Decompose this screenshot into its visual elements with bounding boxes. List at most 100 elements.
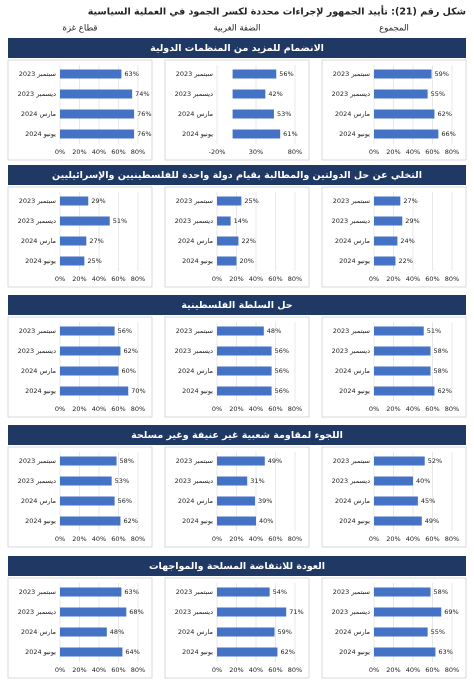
bar [374,346,431,356]
value-label: 64% [125,648,139,656]
value-label: 70% [131,387,145,395]
bar [60,109,135,119]
value-label: 58% [434,367,448,375]
category-label: ديسمبر 2023 [175,477,214,485]
x-tick-label: 40% [92,666,106,674]
value-label: 22% [398,257,412,265]
bar [232,69,277,79]
bar [374,69,432,79]
category-label: سبتمبر 2023 [176,588,213,596]
value-label: 58% [434,347,448,355]
value-label: 66% [441,130,455,138]
x-tick-label: 20% [229,666,243,674]
section-heading: التخلي عن حل الدولتين والمطالبة بقيام دو… [52,170,422,181]
x-tick-label: 60% [268,275,282,283]
x-tick-label: 20% [386,148,400,156]
category-label: مارس 2024 [178,110,213,118]
value-label: 29% [405,217,419,225]
value-label: 39% [258,497,272,505]
x-tick-label: 60% [425,275,439,283]
x-tick-label: 40% [92,148,106,156]
x-tick-label: 40% [406,405,420,413]
x-tick-label: 80% [445,275,459,283]
x-tick-label: 20% [386,666,400,674]
category-label: يونيو 2024 [339,387,370,395]
bar [217,627,275,637]
value-label: 54% [273,588,287,596]
category-label: يونيو 2024 [182,130,213,138]
x-tick-label: 40% [249,275,263,283]
category-label: مارس 2024 [335,628,370,636]
x-tick-label: 20% [72,405,86,413]
bar [60,236,87,246]
bar [60,456,117,466]
x-tick-label: 0% [369,666,379,674]
x-tick-label: 80% [131,666,145,674]
category-label: يونيو 2024 [25,257,56,265]
x-tick-label: 40% [406,148,420,156]
value-label: 71% [289,608,303,616]
category-label: سبتمبر 2023 [333,588,370,596]
bar [374,607,442,617]
value-label: 42% [268,90,282,98]
category-label: سبتمبر 2023 [19,327,56,335]
category-label: سبتمبر 2023 [333,70,370,78]
bar [60,607,127,617]
x-tick-label: 80% [445,405,459,413]
value-label: 56% [118,327,132,335]
value-label: 58% [120,457,134,465]
column-header: الضفة الغربية [213,24,260,34]
bar [217,256,237,266]
section-header [8,295,466,315]
value-label: 52% [428,457,442,465]
column-header: المجموع [379,24,409,34]
bar [60,496,115,506]
bar [60,647,123,657]
bar [374,89,428,99]
section-heading: حل السلطة الفلسطينية [181,300,292,311]
category-label: سبتمبر 2023 [333,457,370,465]
value-label: 55% [431,90,445,98]
section-header [8,38,466,58]
category-label: مارس 2024 [335,367,370,375]
bar [217,236,239,246]
bar [374,386,435,396]
value-label: 62% [123,347,137,355]
bar [217,647,278,657]
value-label: 55% [431,628,445,636]
category-label: سبتمبر 2023 [333,197,370,205]
category-label: ديسمبر 2023 [18,608,57,616]
value-label: 56% [275,387,289,395]
value-label: 49% [268,457,282,465]
x-tick-label: 80% [131,405,145,413]
category-label: ديسمبر 2023 [332,90,371,98]
x-tick-label: 40% [92,535,106,543]
x-tick-label: 40% [92,275,106,283]
value-label: 27% [403,197,417,205]
value-label: 40% [259,517,273,525]
bar [374,366,431,376]
value-label: 74% [135,90,149,98]
bar [217,216,231,226]
x-tick-label: 0% [212,405,222,413]
x-tick-label: 0% [369,405,379,413]
bar [232,109,274,119]
category-label: يونيو 2024 [182,257,213,265]
category-label: سبتمبر 2023 [19,70,56,78]
x-tick-label: 80% [445,535,459,543]
bar [217,476,248,486]
bar [217,196,242,206]
bar [60,627,107,637]
x-tick-label: 60% [425,405,439,413]
value-label: 61% [283,130,297,138]
category-label: مارس 2024 [21,237,56,245]
x-tick-label: 60% [111,535,125,543]
value-label: 63% [438,648,452,656]
value-label: 25% [87,257,101,265]
x-tick-label: 20% [386,535,400,543]
bar [60,216,110,226]
bar [60,69,122,79]
x-tick-label: 80% [131,535,145,543]
value-label: 56% [275,367,289,375]
